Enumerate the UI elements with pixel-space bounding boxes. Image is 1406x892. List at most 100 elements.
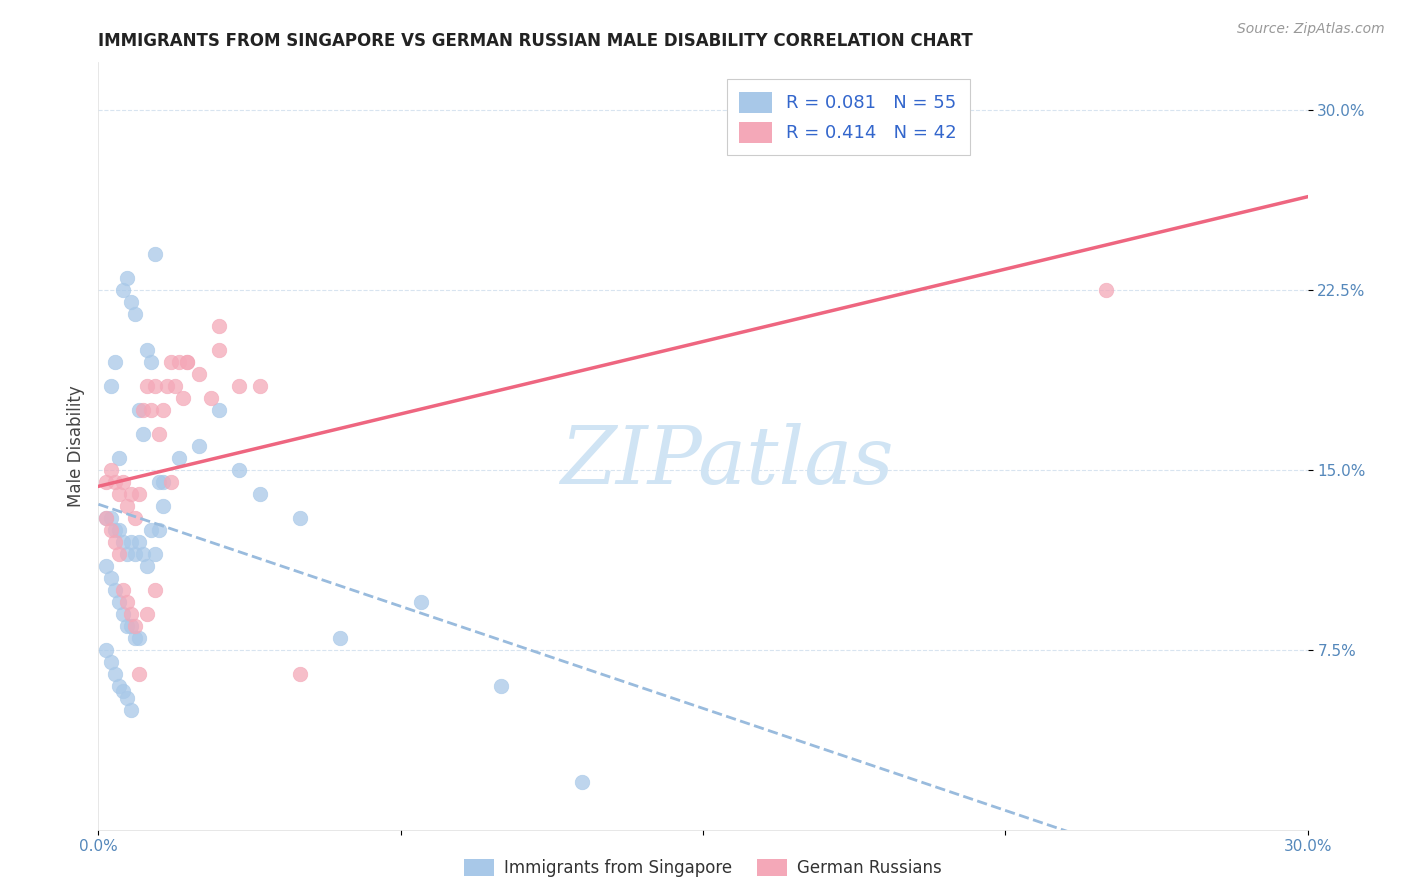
- Point: [96, 475, 118, 489]
- Point: [143, 379, 166, 393]
- Point: [111, 607, 134, 621]
- Point: [148, 427, 170, 442]
- Point: [103, 582, 125, 597]
- Point: [107, 547, 129, 561]
- Text: ZIPatlas: ZIPatlas: [561, 423, 894, 500]
- Point: [409, 595, 432, 609]
- Point: [249, 487, 271, 501]
- Point: [100, 511, 122, 525]
- Text: Source: ZipAtlas.com: Source: ZipAtlas.com: [1237, 22, 1385, 37]
- Point: [288, 666, 311, 681]
- Point: [107, 679, 129, 693]
- Point: [124, 619, 146, 633]
- Point: [1095, 283, 1118, 297]
- Y-axis label: Male Disability: Male Disability: [66, 385, 84, 507]
- Point: [111, 535, 134, 549]
- Point: [100, 571, 122, 585]
- Point: [120, 619, 142, 633]
- Point: [172, 391, 194, 405]
- Point: [107, 595, 129, 609]
- Point: [107, 487, 129, 501]
- Point: [120, 703, 142, 717]
- Point: [132, 427, 155, 442]
- Point: [115, 499, 138, 513]
- Point: [103, 355, 125, 369]
- Point: [124, 511, 146, 525]
- Point: [135, 343, 157, 357]
- Point: [100, 379, 122, 393]
- Point: [100, 523, 122, 537]
- Point: [111, 475, 134, 489]
- Point: [96, 558, 118, 573]
- Point: [139, 355, 162, 369]
- Point: [156, 379, 179, 393]
- Point: [111, 283, 134, 297]
- Point: [208, 319, 231, 334]
- Point: [120, 487, 142, 501]
- Point: [228, 463, 250, 477]
- Legend: R = 0.081   N = 55, R = 0.414   N = 42: R = 0.081 N = 55, R = 0.414 N = 42: [727, 79, 970, 155]
- Point: [96, 511, 118, 525]
- Point: [167, 450, 190, 465]
- Point: [111, 582, 134, 597]
- Point: [160, 355, 183, 369]
- Point: [96, 511, 118, 525]
- Point: [148, 475, 170, 489]
- Point: [152, 499, 174, 513]
- Point: [124, 307, 146, 321]
- Legend: Immigrants from Singapore, German Russians: Immigrants from Singapore, German Russia…: [457, 852, 949, 884]
- Point: [107, 523, 129, 537]
- Point: [288, 511, 311, 525]
- Point: [135, 379, 157, 393]
- Point: [163, 379, 186, 393]
- Point: [124, 631, 146, 645]
- Point: [249, 379, 271, 393]
- Point: [103, 535, 125, 549]
- Point: [143, 547, 166, 561]
- Point: [188, 439, 211, 453]
- Point: [200, 391, 222, 405]
- Point: [120, 295, 142, 310]
- Point: [208, 343, 231, 357]
- Point: [128, 535, 150, 549]
- Point: [103, 475, 125, 489]
- Point: [100, 463, 122, 477]
- Point: [143, 582, 166, 597]
- Point: [120, 535, 142, 549]
- Point: [139, 403, 162, 417]
- Point: [107, 450, 129, 465]
- Point: [571, 774, 593, 789]
- Point: [115, 547, 138, 561]
- Point: [115, 619, 138, 633]
- Point: [103, 523, 125, 537]
- Point: [228, 379, 250, 393]
- Point: [135, 607, 157, 621]
- Point: [132, 547, 155, 561]
- Point: [128, 666, 150, 681]
- Point: [143, 247, 166, 261]
- Point: [152, 403, 174, 417]
- Point: [103, 666, 125, 681]
- Point: [160, 475, 183, 489]
- Point: [491, 679, 513, 693]
- Point: [128, 487, 150, 501]
- Point: [208, 403, 231, 417]
- Point: [115, 271, 138, 285]
- Point: [128, 403, 150, 417]
- Point: [115, 690, 138, 705]
- Point: [139, 523, 162, 537]
- Point: [148, 523, 170, 537]
- Point: [115, 595, 138, 609]
- Point: [152, 475, 174, 489]
- Point: [188, 367, 211, 381]
- Point: [176, 355, 198, 369]
- Point: [124, 547, 146, 561]
- Point: [128, 631, 150, 645]
- Text: IMMIGRANTS FROM SINGAPORE VS GERMAN RUSSIAN MALE DISABILITY CORRELATION CHART: IMMIGRANTS FROM SINGAPORE VS GERMAN RUSS…: [98, 32, 973, 50]
- Point: [132, 403, 155, 417]
- Point: [100, 655, 122, 669]
- Point: [176, 355, 198, 369]
- Point: [120, 607, 142, 621]
- Point: [329, 631, 352, 645]
- Point: [96, 642, 118, 657]
